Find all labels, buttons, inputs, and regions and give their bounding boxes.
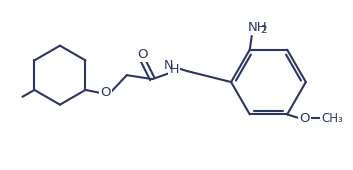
Text: H: H — [169, 63, 179, 76]
Text: N: N — [163, 59, 173, 72]
Text: 2: 2 — [261, 25, 267, 35]
Text: CH₃: CH₃ — [322, 112, 343, 125]
Text: O: O — [137, 48, 148, 61]
Text: NH: NH — [248, 21, 268, 33]
Text: O: O — [300, 112, 310, 125]
Text: O: O — [100, 86, 110, 99]
